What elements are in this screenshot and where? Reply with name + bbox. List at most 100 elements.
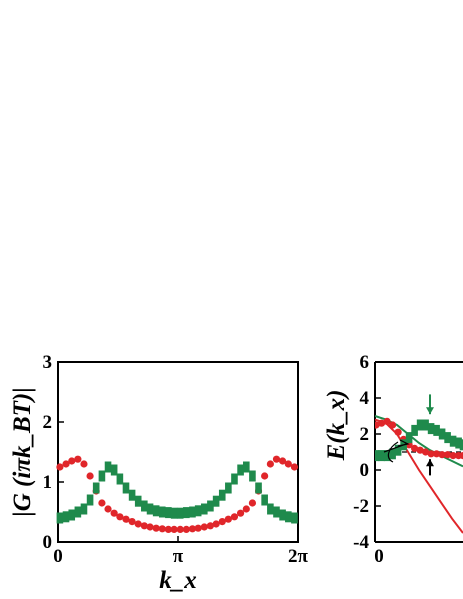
chart-a-green-point: [146, 503, 154, 515]
chart-a-red-point: [158, 525, 166, 533]
chart-a-red-point: [261, 472, 269, 480]
chart-b-red-point: [459, 452, 463, 460]
chart-a-red-point: [248, 499, 257, 507]
chart-a-xtick-label: 2π: [288, 546, 309, 567]
chart-a-green-point: [183, 507, 190, 519]
chart-a-y-axis-label: |G (iπk_BT)|: [9, 387, 36, 517]
chart-b-loop-arrow: [383, 439, 410, 463]
chart-a-red-point: [278, 457, 287, 465]
chart-b-green-point: [444, 432, 451, 444]
chart-a-green-point: [104, 461, 112, 473]
chart-a-red-point: [194, 524, 202, 532]
chart-a-green-point: [116, 473, 124, 485]
chart-a-green-point: [249, 470, 256, 482]
chart-a-green-point: [56, 512, 64, 524]
chart-a-red-point: [74, 455, 82, 463]
chart-a-red-point: [170, 525, 178, 534]
chart-b-red-point: [416, 446, 424, 454]
chart-a-xtick-label: π: [173, 546, 184, 567]
chart-a-red-point: [266, 460, 274, 468]
chart-a-red-point: [242, 505, 250, 513]
chart-b-green-point: [405, 432, 413, 444]
chart-b-green-point: [378, 450, 385, 462]
chart-b-green-point: [433, 424, 440, 436]
chart-a-green-point: [141, 500, 148, 512]
chart-a-red-point: [116, 513, 124, 521]
chart-a-green-point: [243, 461, 250, 473]
chart-a-xtick-label: 0: [53, 546, 63, 567]
chart-b-ytick-label: 0: [360, 460, 370, 481]
chart-a-red-point: [176, 525, 184, 534]
chart-b-down-arrow-head: [426, 407, 434, 415]
chart-a-red-point: [56, 463, 64, 471]
chart-b-green-point: [411, 424, 418, 436]
chart-b-up-arrow-head: [426, 459, 434, 467]
chart-a-red-point: [62, 460, 70, 468]
chart-a-ytick-label: 2: [43, 412, 53, 433]
chart-a-green-point: [68, 509, 76, 521]
chart-a-ticks: [57, 361, 299, 543]
chart-b-red-point: [444, 451, 452, 459]
chart-a-green-point: [110, 464, 118, 476]
chart-a-red-point: [80, 460, 88, 468]
chart-b-red-point: [411, 444, 419, 452]
chart-a-red-point: [188, 525, 197, 533]
chart-a-green-point: [207, 500, 214, 512]
chart-b-green-point: [459, 439, 463, 451]
chart-a: 0 1 2 3 0 π 2π |G (iπk_BT)| k_x: [9, 352, 309, 594]
chart-a-red-point: [164, 525, 172, 534]
chart-b-ytick-label: -4: [353, 532, 369, 553]
chart-b-red-point: [383, 417, 391, 425]
chart-b-ticks: [375, 361, 381, 543]
chart-a-green-point: [158, 506, 166, 518]
chart-a-red-point: [128, 518, 136, 526]
chart-b-points: [375, 417, 463, 462]
chart-a-red-point: [140, 522, 148, 530]
chart-a-red-point: [236, 509, 245, 517]
chart-a-red-point: [104, 505, 112, 513]
chart-a-red-point: [212, 520, 220, 528]
chart-b-green-point: [375, 450, 380, 462]
chart-a-green-point: [74, 506, 82, 518]
chart-b-green-point: [438, 428, 446, 440]
chart-a-green-point: [279, 509, 286, 521]
chart-a-red-point: [272, 455, 281, 463]
chart-a-red-point: [134, 520, 142, 528]
chart-b-red-point: [433, 450, 441, 458]
chart-a-red-point: [218, 518, 226, 526]
chart-a-green-point: [128, 489, 136, 501]
chart-a-green-point: [273, 506, 280, 518]
chart-b-ytick-label: -2: [353, 496, 369, 517]
chart-a-green-point: [170, 507, 178, 519]
chart-a-red-point: [206, 522, 215, 530]
chart-b-xtick-label: 0: [374, 546, 384, 567]
chart-a-green-point: [194, 505, 202, 517]
chart-b-y-axis-label: E(k_x): [323, 390, 350, 462]
chart-b-ytick-label: 2: [360, 424, 370, 445]
chart-a-points: [56, 455, 299, 534]
chart-a-green-point: [231, 473, 238, 485]
chart-a-green-point: [255, 482, 262, 494]
chart-b-ytick-label: 6: [360, 352, 370, 373]
chart-b-red-point: [427, 450, 435, 458]
chart-b-green-point: [394, 444, 402, 456]
chart-a-green-point: [86, 494, 94, 506]
chart-a-red-point: [68, 457, 76, 465]
chart-b-green-point: [449, 435, 457, 447]
chart-a-red-point: [110, 509, 118, 517]
chart-a-green-point: [225, 482, 232, 494]
chart-b-red-point: [449, 452, 457, 460]
chart-b-green-point: [389, 448, 396, 460]
chart-a-green-point: [152, 505, 160, 517]
chart-b-red-point: [438, 451, 446, 459]
chart-a-x-axis-label: k_x: [159, 567, 197, 594]
chart-a-ytick-label: 1: [43, 472, 53, 493]
chart-b-red-point: [378, 419, 386, 427]
chart-b-ytick-label: 4: [360, 388, 370, 409]
chart-b-red-point: [422, 448, 430, 456]
chart-a-green-point: [212, 495, 220, 507]
chart-a-red-point: [86, 472, 94, 480]
chart-a-red-point: [122, 515, 130, 523]
